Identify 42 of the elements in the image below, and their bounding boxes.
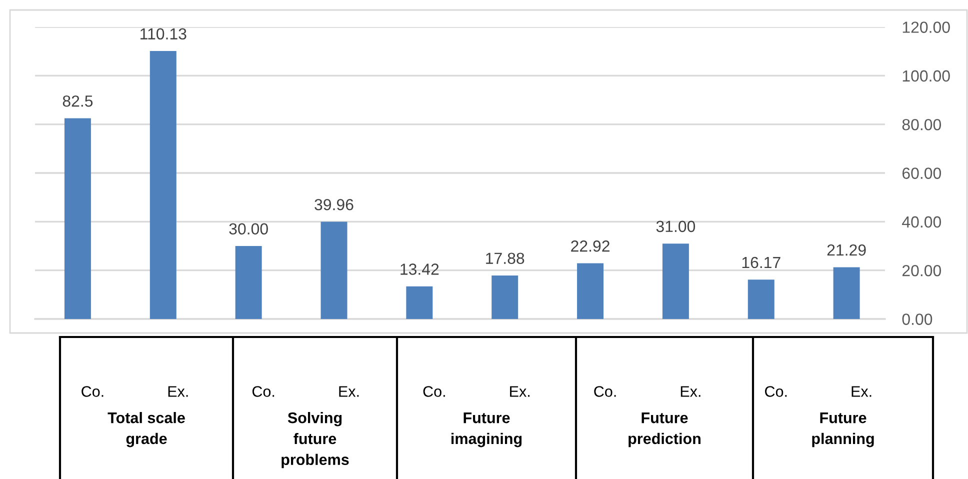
data-label: 110.13 bbox=[140, 28, 186, 40]
x-tick-label: Ex. bbox=[680, 386, 700, 397]
y-tick-label: 0.00 bbox=[902, 314, 932, 325]
bar bbox=[406, 286, 433, 319]
x-tick-label: Co. bbox=[423, 386, 445, 397]
y-tick-label: 60.00 bbox=[902, 168, 942, 179]
y-tick-label: 120.00 bbox=[902, 22, 950, 33]
text: Total scale grade bbox=[108, 412, 185, 448]
x-tick-label: Ex. bbox=[168, 386, 188, 397]
bar bbox=[235, 246, 262, 319]
data-label: 16.17 bbox=[742, 256, 780, 268]
x-tick-label: Co. bbox=[594, 386, 616, 397]
bar bbox=[320, 222, 348, 319]
data-label: 21.29 bbox=[827, 244, 866, 256]
x-tick-label: Co. bbox=[765, 386, 787, 397]
x-tick-label: Ex. bbox=[510, 386, 530, 397]
x-tick-label: Ex. bbox=[852, 386, 872, 397]
data-label: 13.42 bbox=[400, 264, 439, 275]
data-label: 31.00 bbox=[656, 220, 696, 232]
text: Future imagining bbox=[451, 412, 522, 448]
bar bbox=[833, 267, 860, 319]
text: Future prediction bbox=[628, 412, 700, 448]
text: Future planning bbox=[812, 412, 874, 448]
data-label: 39.96 bbox=[314, 198, 354, 210]
y-tick-label: 40.00 bbox=[902, 216, 942, 228]
bar bbox=[492, 275, 518, 319]
data-label: 17.88 bbox=[486, 252, 524, 264]
x-tick-label: Co. bbox=[252, 386, 274, 397]
text: Solving future problems bbox=[282, 412, 349, 468]
bar bbox=[577, 263, 604, 319]
bar bbox=[662, 244, 689, 319]
data-label: 22.92 bbox=[571, 240, 610, 252]
y-tick-label: 80.00 bbox=[902, 118, 942, 130]
data-label: 82.5 bbox=[62, 95, 93, 107]
y-tick-label: 20.00 bbox=[902, 264, 942, 276]
y-tick-label: 100.00 bbox=[902, 70, 950, 82]
x-tick-label: Co. bbox=[82, 386, 104, 397]
bar bbox=[748, 280, 774, 319]
data-label: 30.00 bbox=[229, 223, 268, 235]
x-tick-label: Ex. bbox=[339, 386, 359, 397]
bar bbox=[64, 118, 91, 319]
bar bbox=[150, 51, 176, 319]
